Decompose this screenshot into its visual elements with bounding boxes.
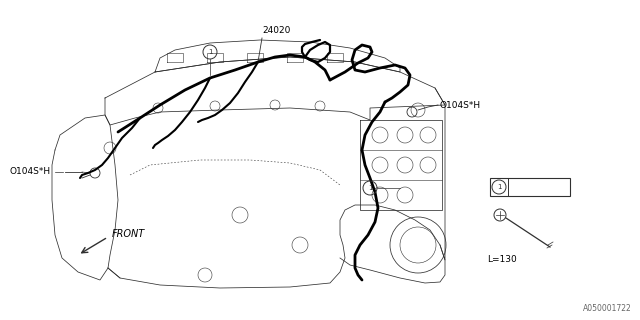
Text: 24226: 24226 bbox=[525, 182, 553, 191]
Text: O104S*H: O104S*H bbox=[10, 167, 51, 177]
Text: 1: 1 bbox=[368, 185, 372, 191]
Text: O104S*H: O104S*H bbox=[440, 100, 481, 109]
Text: 1: 1 bbox=[497, 184, 501, 190]
Text: 1: 1 bbox=[208, 49, 212, 55]
Text: FRONT: FRONT bbox=[112, 229, 145, 239]
Text: L=130: L=130 bbox=[487, 255, 516, 265]
Bar bbox=[490, 178, 570, 196]
Text: A050001722: A050001722 bbox=[583, 304, 632, 313]
Text: 24020: 24020 bbox=[262, 26, 291, 35]
